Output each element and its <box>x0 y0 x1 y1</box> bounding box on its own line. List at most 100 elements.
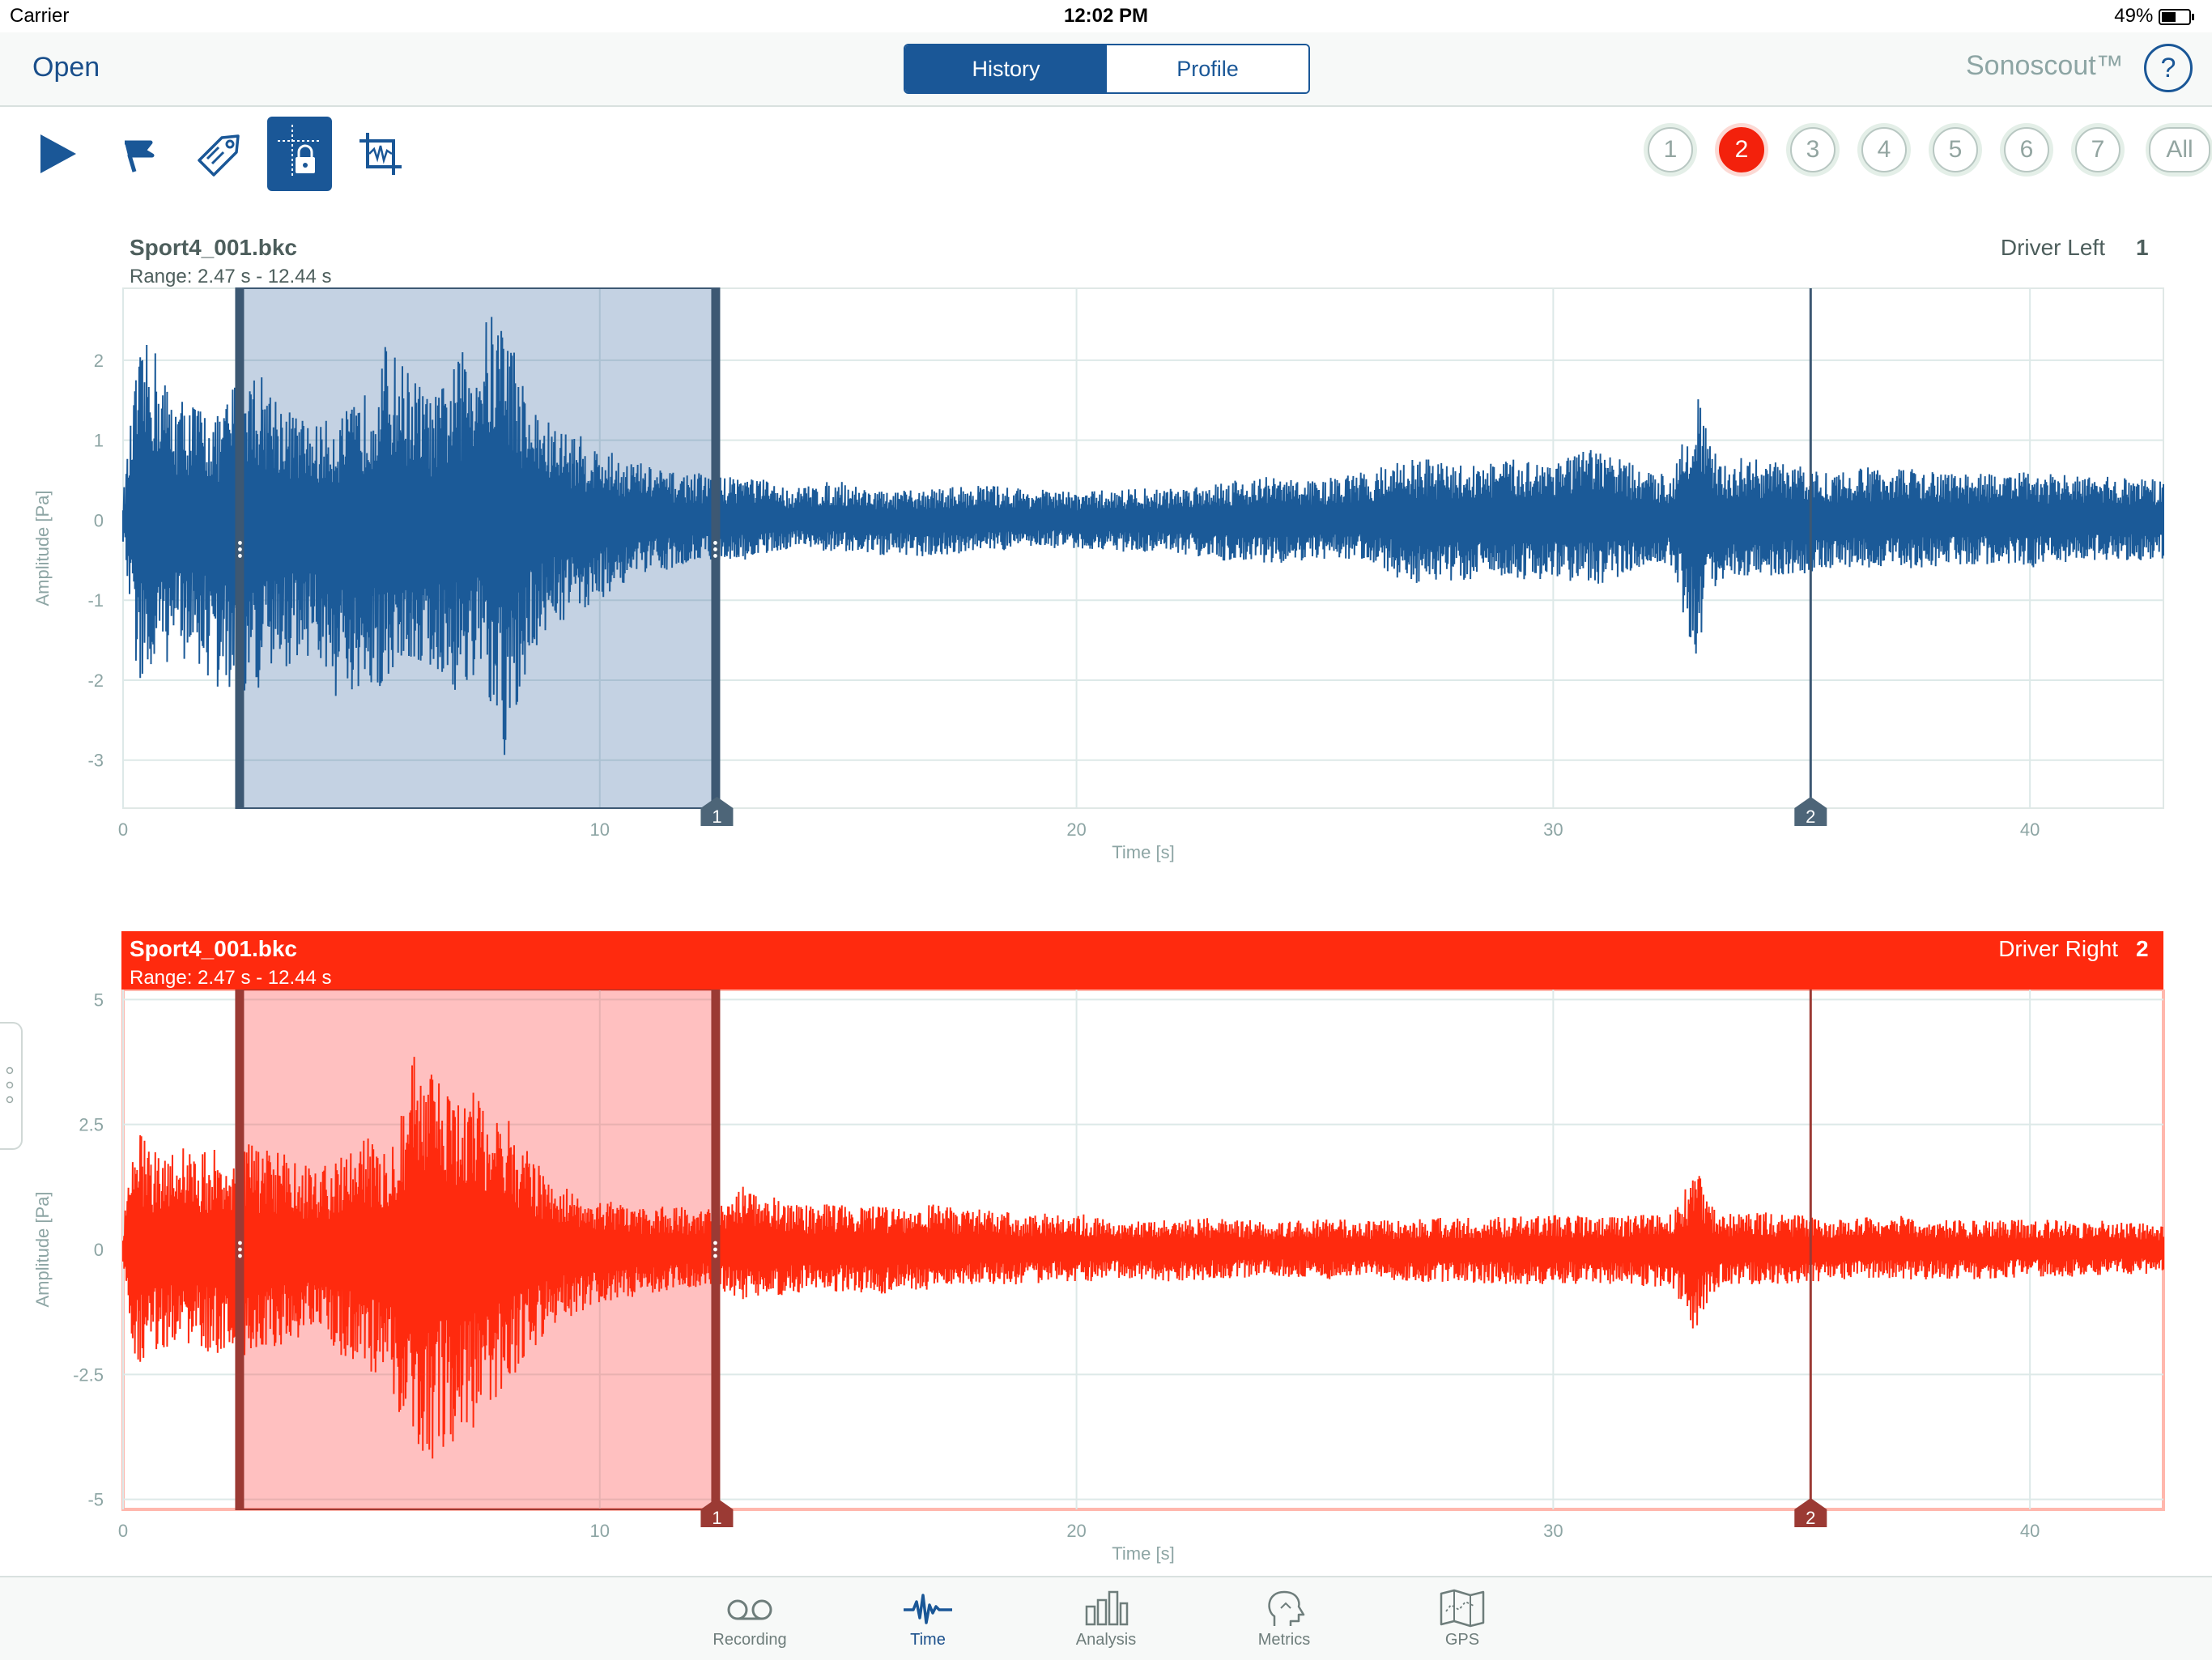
cursor-marker <box>700 1498 734 1527</box>
handle-grip <box>238 541 242 545</box>
bottom-tab-bar: Recording Time Analysis Metrics GPS <box>0 1576 2212 1660</box>
y-tick-label: -2.5 <box>73 1364 104 1385</box>
help-button[interactable]: ? <box>2144 44 2193 92</box>
plot1-file-name: Sport4_001.bkc <box>130 235 297 260</box>
channel-chip-label: 1 <box>1648 127 1693 172</box>
map-icon <box>1440 1589 1485 1628</box>
cursor-marker-label: 1 <box>712 807 721 827</box>
tab-history[interactable]: History <box>905 45 1107 92</box>
x-tick-label: 20 <box>1066 1521 1086 1541</box>
handle-grip <box>713 1241 717 1245</box>
x-tick-label: 10 <box>590 819 610 840</box>
handle-grip <box>713 547 717 551</box>
cursor-marker <box>1794 1498 1827 1527</box>
channel-chip-label: 3 <box>1790 127 1836 172</box>
y-tick-label: -5 <box>87 1490 104 1510</box>
channel-chip-label: 7 <box>2075 127 2121 172</box>
tag-icon[interactable] <box>186 117 251 191</box>
x-axis-label: Time [s] <box>1112 1543 1174 1564</box>
tab-gps[interactable]: GPS <box>1406 1577 1519 1660</box>
channel-chip-5[interactable]: 5 <box>1929 123 1982 177</box>
handle-grip <box>238 547 242 551</box>
handle-grip <box>238 1254 242 1258</box>
head-icon <box>1268 1590 1305 1626</box>
y-tick-label: -2 <box>87 670 104 691</box>
cursor-marker <box>1794 797 1827 826</box>
channel-chip-label: 2 <box>1719 127 1764 172</box>
x-axis-label: Time [s] <box>1112 842 1174 862</box>
y-axis-label: Amplitude [Pa] <box>32 1191 53 1307</box>
x-tick-label: 0 <box>118 819 128 840</box>
handle-grip <box>713 1254 717 1258</box>
play-icon[interactable] <box>24 117 89 191</box>
channel-chip-label: 4 <box>1861 127 1907 172</box>
x-tick-label: 20 <box>1066 819 1086 840</box>
cursor-marker <box>700 797 734 826</box>
plot2-range: Range: 2.47 s - 12.44 s <box>130 967 332 989</box>
x-tick-label: 0 <box>118 1521 128 1541</box>
handle-grip <box>713 1247 717 1252</box>
selection-outline <box>235 287 721 809</box>
plot2-channel-name: Driver Right <box>1998 936 2118 961</box>
bar-chart-icon <box>1085 1590 1129 1626</box>
channel-chip-2[interactable]: 2 <box>1715 123 1768 177</box>
cursor-lock-icon[interactable] <box>267 117 332 191</box>
y-tick-label: -3 <box>87 751 104 771</box>
y-tick-label: 1 <box>94 431 104 451</box>
channel-chip-label: 6 <box>2004 127 2049 172</box>
status-bar: Carrier 12:02 PM 49% <box>0 0 2212 32</box>
drawer-handle[interactable] <box>0 1022 23 1150</box>
channel-chip-label: All <box>2149 127 2210 172</box>
x-tick-label: 40 <box>2020 819 2040 840</box>
plot2-file-name: Sport4_001.bkc <box>130 936 297 961</box>
open-button[interactable]: Open <box>32 52 100 83</box>
y-tick-label: -1 <box>87 590 104 611</box>
channel-chip-all[interactable]: All <box>2146 123 2212 177</box>
y-tick-label: 2 <box>94 351 104 371</box>
channel-chip-4[interactable]: 4 <box>1857 123 1911 177</box>
brand-logo: Sonoscout™ <box>1966 50 2124 81</box>
recording-icon <box>727 1599 772 1620</box>
waveform-series <box>122 1057 2164 1459</box>
selection-outline <box>235 990 721 1510</box>
plot1-channel-name: Driver Left <box>2000 235 2105 260</box>
x-tick-label: 10 <box>590 1521 610 1541</box>
handle-grip <box>238 554 242 558</box>
channel-chip-6[interactable]: 6 <box>2000 123 2053 177</box>
waveform-series <box>122 317 2164 756</box>
channel-chip-label: 5 <box>1933 127 1978 172</box>
handle-grip <box>238 1241 242 1245</box>
battery-icon <box>2159 8 2194 25</box>
x-tick-label: 40 <box>2020 1521 2040 1541</box>
carrier-label: Carrier <box>10 5 70 27</box>
cursor-marker-label: 2 <box>1806 807 1815 827</box>
y-axis-label: Amplitude [Pa] <box>32 490 53 606</box>
crop-icon[interactable] <box>348 117 413 191</box>
view-segmented-control: History Profile <box>904 44 1310 94</box>
battery-label: 49% <box>2114 5 2196 28</box>
y-tick-label: 2.5 <box>79 1115 104 1135</box>
y-tick-label: 5 <box>94 990 104 1010</box>
flag-icon[interactable] <box>105 117 170 191</box>
nav-bar: Open History Profile Sonoscout™ ? <box>0 32 2212 107</box>
plot1-channel-number: 1 <box>2136 235 2149 260</box>
channel-chip-1[interactable]: 1 <box>1644 123 1697 177</box>
plot1-range: Range: 2.47 s - 12.44 s <box>130 266 332 287</box>
channel-chip-3[interactable]: 3 <box>1786 123 1840 177</box>
tab-metrics[interactable]: Metrics <box>1227 1577 1341 1660</box>
plot2-chart[interactable]: 5 2.5 0 -2.5 -5 0 10 20 30 40 Time [s] Amplitude [P… <box>0 990 2212 1573</box>
tab-analysis[interactable]: Analysis <box>1049 1577 1163 1660</box>
tab-profile[interactable]: Profile <box>1107 45 1308 92</box>
handle-grip <box>713 554 717 558</box>
cursor-marker-label: 1 <box>712 1508 721 1528</box>
clock: 12:02 PM <box>1063 5 1149 27</box>
plot2-header-bar <box>121 931 2163 990</box>
channel-chip-7[interactable]: 7 <box>2071 123 2125 177</box>
plot2-channel-number: 2 <box>2136 936 2149 961</box>
handle-grip <box>713 541 717 545</box>
tab-recording[interactable]: Recording <box>693 1577 806 1660</box>
handle-grip <box>238 1247 242 1252</box>
tab-time[interactable]: Time <box>871 1577 985 1660</box>
x-tick-label: 30 <box>1543 819 1563 840</box>
